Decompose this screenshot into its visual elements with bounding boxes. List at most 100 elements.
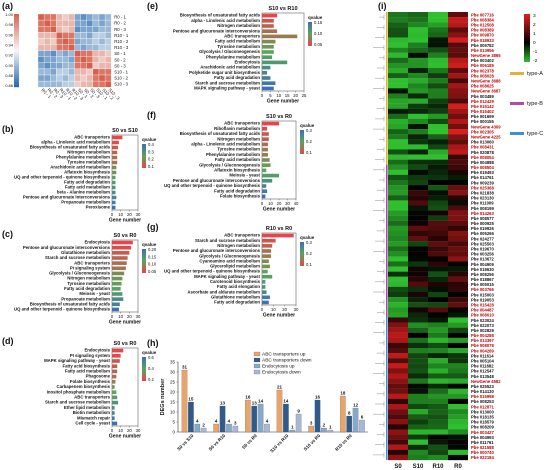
- x-tick-label-f: 40: [294, 201, 299, 206]
- heatmap-i-cell: [428, 281, 448, 288]
- category-label-c: ABC transporters: [74, 260, 110, 265]
- data-label-h: 9: [297, 409, 300, 414]
- heatmap-i-cell: [408, 337, 428, 344]
- heatmap-a-cell: [56, 50, 63, 57]
- data-label-h: 16: [245, 395, 251, 400]
- heatmap-i-cell: [408, 348, 428, 354]
- gene-label-i: NewGene 4582: [471, 379, 501, 384]
- gene-label-i: Pbe 009782: [471, 43, 494, 48]
- bar-b: [112, 195, 117, 200]
- heatmap-i-cell: [408, 444, 428, 450]
- bar-e: [262, 24, 274, 28]
- bar-e: [262, 13, 278, 18]
- heatmap-i-cell: [388, 129, 408, 135]
- gene-label-i: Pbe 002829: [471, 328, 494, 333]
- heatmap-i-cell: [388, 424, 408, 430]
- data-label-h: 3: [310, 421, 313, 426]
- heatmap-i-cell: [388, 439, 408, 445]
- bar-h: [308, 425, 314, 433]
- category-label-f: Aflatoxin biosynthesis: [214, 168, 260, 173]
- gene-label-i: Pbe 008504: [471, 165, 494, 170]
- type-legend-label-i: type-A: [527, 71, 543, 77]
- gene-label-i: Pbe 001699: [471, 114, 494, 119]
- gene-label-i: Pbe 019493: [471, 170, 494, 175]
- bar-e: [262, 76, 271, 80]
- bar-b: [112, 145, 119, 150]
- data-label-h: 13: [220, 401, 226, 406]
- heatmap-i-cell: [388, 17, 408, 23]
- heatmap-a-cell: [92, 68, 100, 76]
- heatmap-a-cell: [80, 74, 87, 82]
- category-label-g: Fatty acid elongation: [217, 284, 260, 289]
- gene-label-i: Pbe 004487: [471, 308, 494, 313]
- heatmap-a-cell: [68, 32, 75, 39]
- heatmap-i-cell: [448, 444, 468, 450]
- bar-d: [112, 395, 118, 400]
- heatmap-i-cell: [388, 261, 408, 267]
- heatmap-a-cell: [92, 50, 100, 57]
- heatmap-a-cell: [50, 62, 57, 70]
- heatmap-i-cell: [448, 139, 468, 145]
- heatmap-a-cell: [68, 56, 75, 63]
- legend-tick-g: 0.1: [306, 262, 312, 267]
- category-label-c: Propanoate metabolism: [61, 296, 110, 301]
- heatmap-i-cell: [388, 246, 408, 252]
- bar-c: [112, 240, 133, 245]
- bar-e: [262, 86, 274, 91]
- bar-c: [112, 287, 121, 291]
- bar-d: [112, 374, 117, 379]
- legend-tick-d: 0.4: [148, 366, 154, 371]
- heatmap-i-cell: [388, 149, 408, 155]
- heatmap-a-cell: [37, 68, 45, 76]
- x-tick-label-d: 0: [111, 428, 114, 433]
- gene-label-i: Pbe 014263: [471, 211, 494, 216]
- heatmap-i-cell: [408, 388, 428, 394]
- bar-chart-e: S10 vs R10 Biosynthesis of unsaturated fa…: [173, 6, 323, 105]
- heatmap-i-cell: [428, 404, 448, 410]
- data-label-h: 31: [182, 365, 188, 370]
- heatmap-i-cell: [428, 388, 448, 394]
- category-label-c: Biosynthesis of unsaturated fatty acids: [30, 301, 111, 306]
- heatmap-i-cell: [408, 353, 428, 359]
- heatmap-i-cell: [448, 124, 468, 130]
- chart-title-c: S0 vs R0: [114, 233, 137, 239]
- bar-c: [112, 302, 120, 307]
- heatmap-a-cell: [50, 13, 57, 21]
- category-label-b: Biosynthesis of unsaturated fatty acids: [30, 145, 111, 150]
- heatmap-i-cell: [408, 236, 428, 242]
- gene-label-i: Pbe 013397: [471, 338, 494, 343]
- heatmap-a-cell: [50, 74, 57, 82]
- y-axis-label-h: DEGs number: [160, 378, 166, 416]
- heatmap-a-cell: [68, 74, 75, 82]
- heatmap-i-cell: [448, 149, 468, 155]
- heatmap-a-cell: [50, 80, 57, 88]
- gene-label-i: Pbe 015003: [471, 292, 494, 297]
- gene-label-i: Pbe 008028: [471, 73, 494, 78]
- category-label-e: alpha - Linolenic acid metabolism: [191, 18, 260, 23]
- heatmap-a-cell: [104, 26, 112, 33]
- category-label-b: Fatty acid metabolism: [65, 185, 110, 190]
- gene-label-i: Pbe 018135: [471, 415, 494, 420]
- category-label-d: ABC transporters: [74, 395, 110, 400]
- panel-label-g: (g): [147, 222, 159, 232]
- heatmap-a-row-label: R10 - 3: [114, 45, 129, 50]
- heatmap-i-cell: [408, 312, 428, 318]
- heatmap-i-cell: [448, 144, 468, 150]
- bar-e: [262, 60, 288, 65]
- heatmap-i-cell: [388, 419, 408, 425]
- heatmap-a-cell: [62, 62, 69, 70]
- heatmap-a-cell: [62, 56, 69, 63]
- heatmap-a-cell: [98, 44, 106, 51]
- heatmap-i-cell: [388, 47, 408, 53]
- data-label-h: 4: [266, 419, 269, 424]
- heatmap-i-cell: [388, 200, 408, 206]
- heatmap-i-cell: [428, 444, 448, 450]
- heatmap-i-cell: [388, 297, 408, 303]
- gene-label-i: Pbe 015998: [471, 394, 494, 399]
- bar-h: [340, 395, 346, 433]
- heatmap-a-cell: [98, 74, 106, 82]
- category-label-g: Glycerolipid metabolism: [210, 264, 260, 269]
- data-label-h: 2: [202, 423, 205, 428]
- heatmap-i-cell: [388, 108, 408, 114]
- heatmap-i-cell: [388, 88, 408, 94]
